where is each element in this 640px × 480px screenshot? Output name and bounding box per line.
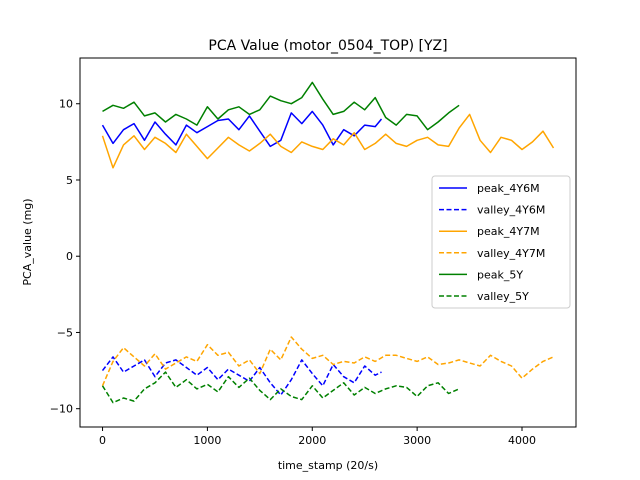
series-line-peak_4Y7M [101, 113, 555, 169]
legend-box [431, 175, 571, 309]
legend-label: valley_5Y [477, 290, 529, 303]
y-tick-label: −5 [57, 326, 73, 339]
y-tick-label: 10 [59, 98, 73, 111]
series-line-peak_4Y6M [101, 110, 383, 148]
legend-label: valley_4Y7M [477, 247, 545, 260]
chart-title: PCA Value (motor_0504_TOP) [YZ] [208, 38, 447, 54]
x-tick-label: 4000 [508, 434, 536, 447]
legend-label: peak_4Y6M [477, 182, 540, 195]
legend-label: peak_5Y [477, 268, 523, 281]
plot-frame [79, 57, 577, 428]
series-line-peak_5Y [102, 81, 460, 131]
x-axis-ticks: 0 1000 2000 3000 4000 [99, 427, 536, 447]
y-tick-label: 0 [66, 250, 73, 263]
series-line-valley_5Y [101, 371, 460, 404]
legend-label: peak_4Y7M [477, 225, 540, 238]
x-tick-label: 3000 [403, 434, 431, 447]
x-axis-label: time_stamp (20/s) [278, 459, 378, 472]
y-tick-label: −10 [50, 403, 73, 416]
x-tick-label: 2000 [298, 434, 326, 447]
y-axis-ticks: −10 −5 0 5 10 [50, 98, 80, 416]
plot-lines [101, 81, 555, 404]
x-tick-label: 0 [99, 434, 106, 447]
series-line-valley_4Y6M [101, 356, 382, 396]
series-line-valley_4Y7M [101, 336, 554, 387]
y-axis-label: PCA_value (mg) [21, 198, 34, 285]
legend-label: valley_4Y6M [477, 204, 545, 217]
legend: peak_4Y6M valley_4Y6M peak_4Y7M valley_4Y7M… [431, 175, 571, 309]
y-tick-label: 5 [66, 174, 73, 187]
x-tick-label: 1000 [193, 434, 221, 447]
